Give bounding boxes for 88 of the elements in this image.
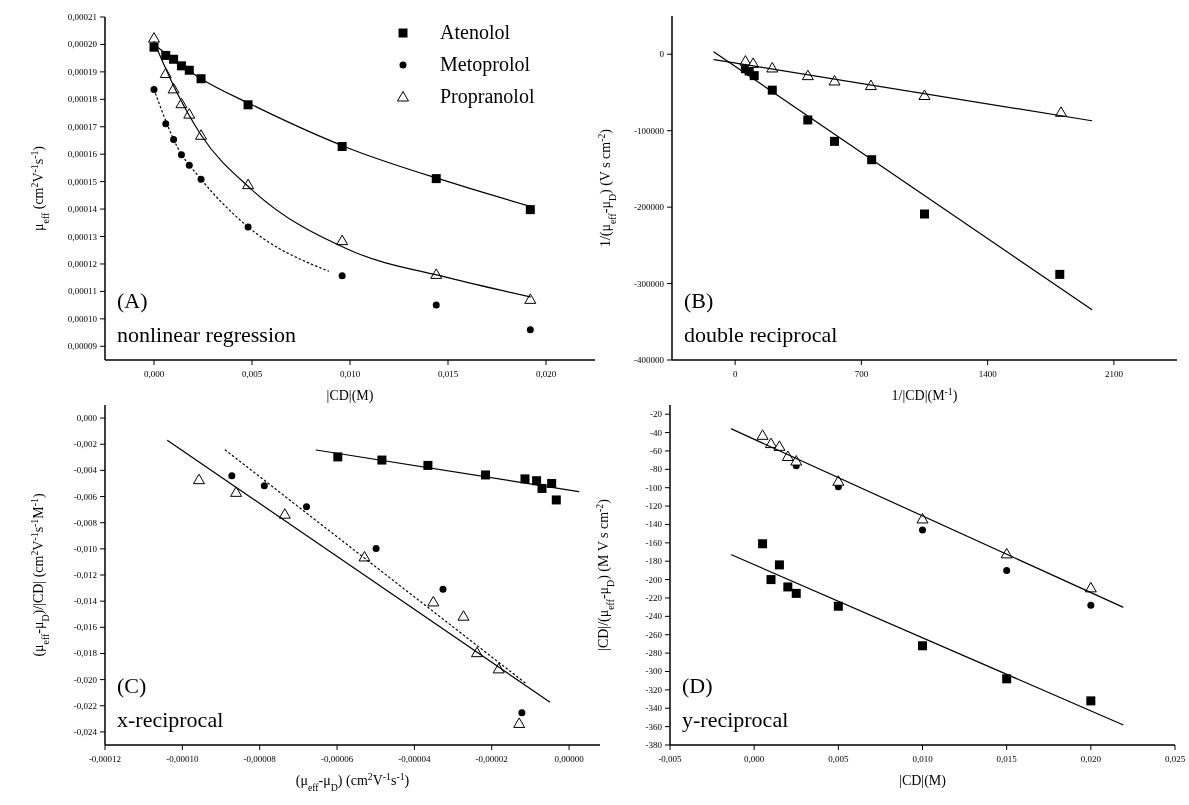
y-tick-label: -220 — [645, 592, 663, 603]
x-tick-label: 0,020 — [535, 369, 557, 379]
x-tick-label: 0,015 — [437, 369, 459, 379]
y-tick-label: -0,010 — [73, 543, 98, 554]
y-tick-label: -180 — [645, 556, 663, 567]
annotation: (A) — [117, 288, 148, 313]
y-tick-label: 0,00016 — [67, 149, 98, 160]
y-tick-label: -120 — [645, 501, 663, 512]
annotation: nonlinear regression — [117, 322, 296, 347]
x-tick-label: 0,005 — [828, 754, 849, 764]
x-axis-title: 1/|CD|(M$^{-1}$) — [891, 385, 958, 404]
x-tick-label: -0,00006 — [320, 754, 354, 764]
y-tick-label: -240 — [645, 611, 663, 622]
y-tick-label: 0,00009 — [67, 341, 98, 352]
y-tick-label: 0,00014 — [67, 204, 98, 215]
y-tick-label: -300 — [645, 666, 663, 677]
x-tick-label: -0,00002 — [475, 754, 508, 764]
y-tick-label: -0,016 — [73, 622, 98, 633]
x-tick-label: 0 — [732, 369, 738, 379]
x-tick-label: 1400 — [978, 369, 998, 379]
y-tick-label: 0,00018 — [67, 94, 98, 105]
annotation: y-reciprocal — [682, 707, 789, 732]
y-tick-label: -340 — [645, 703, 663, 714]
y-tick-label: -320 — [645, 684, 663, 695]
x-tick-label: 0,025 — [1164, 754, 1186, 764]
x-tick-label: 0,005 — [241, 369, 263, 379]
y-tick-label: 0,00013 — [67, 231, 98, 242]
x-tick-label: 2100 — [1104, 369, 1124, 379]
text: (μ$_{eff}$-μ$_{D}$) (cm$^{2}$V$^{-1}$s$^{-1}$) — [295, 770, 410, 793]
y-tick-label: -200000 — [634, 202, 665, 213]
y-tick-label: 0,000 — [76, 413, 98, 424]
y-tick-label: -0,020 — [73, 674, 98, 685]
annotation: double reciprocal — [684, 322, 838, 347]
y-tick-label: -0,008 — [73, 517, 98, 528]
x-tick-label: 0,010 — [339, 369, 361, 379]
y-tick-label: -0,022 — [73, 700, 97, 711]
y-tick-label: -100 — [645, 482, 663, 493]
x-axis-title: |CD|(M) — [326, 388, 374, 404]
y-tick-label: 0 — [659, 49, 665, 60]
y-tick-label: -0,024 — [73, 726, 98, 737]
y-tick-label: 0,00017 — [67, 121, 98, 132]
y-tick-label: -80 — [650, 464, 663, 475]
y-tick-label: -360 — [645, 721, 663, 732]
y-tick-label: -0,018 — [73, 648, 98, 659]
y-tick-label: -380 — [645, 740, 663, 750]
y-tick-label: -0,006 — [73, 491, 98, 502]
y-tick-label: 0,00015 — [67, 176, 98, 187]
y-tick-label: 0,00012 — [67, 258, 97, 269]
x-tick-label: 0,000 — [143, 369, 165, 379]
y-tick-label: -300000 — [634, 278, 665, 289]
y-tick-label: -260 — [645, 629, 663, 640]
x-tick-label: -0,005 — [658, 754, 683, 764]
y-tick-label: -40 — [650, 427, 663, 438]
x-tick-label: 0,000 — [744, 754, 765, 764]
y-tick-label: 0,00021 — [67, 12, 97, 22]
y-tick-label: -400000 — [634, 355, 665, 365]
legend-label: Metoprolol — [440, 53, 531, 76]
y-tick-label: -140 — [645, 519, 663, 530]
x-tick-label: -0,00008 — [243, 754, 277, 764]
y-tick-label: -100000 — [634, 125, 665, 136]
y-tick-label: -0,014 — [73, 596, 98, 607]
x-tick-label: 0,010 — [912, 754, 934, 764]
y-tick-label: 0,00019 — [67, 66, 98, 77]
x-tick-label: 0,00000 — [554, 754, 585, 764]
x-tick-label: -0,00010 — [166, 754, 199, 764]
legend-label: Atenolol — [440, 21, 511, 43]
annotation: x-reciprocal — [117, 707, 224, 732]
y-tick-label: 0,00011 — [68, 286, 97, 297]
x-tick-label: -0,00012 — [88, 754, 122, 764]
y-tick-label: -0,004 — [73, 465, 98, 476]
y-tick-label: -280 — [645, 648, 663, 659]
y-tick-label: 0,00020 — [67, 39, 98, 50]
y-tick-label: -20 — [650, 409, 663, 420]
x-tick-label: -0,00004 — [398, 754, 431, 764]
annotation: (C) — [117, 673, 147, 698]
y-tick-label: -0,002 — [73, 439, 97, 450]
legend-label: Propranolol — [440, 85, 535, 108]
y-tick-label: -60 — [650, 445, 663, 456]
y-tick-label: -200 — [645, 574, 663, 585]
x-tick-label: 0,020 — [1080, 754, 1102, 764]
x-tick-label: 0,015 — [996, 754, 1018, 764]
annotation: (D) — [682, 673, 713, 698]
y-tick-label: -0,012 — [73, 570, 97, 580]
y-tick-label: -160 — [645, 537, 663, 548]
x-axis-title: |CD|(M) — [899, 773, 947, 789]
annotation: (B) — [684, 288, 714, 313]
y-tick-label: 0,00010 — [67, 313, 98, 324]
x-tick-label: 700 — [854, 369, 869, 379]
